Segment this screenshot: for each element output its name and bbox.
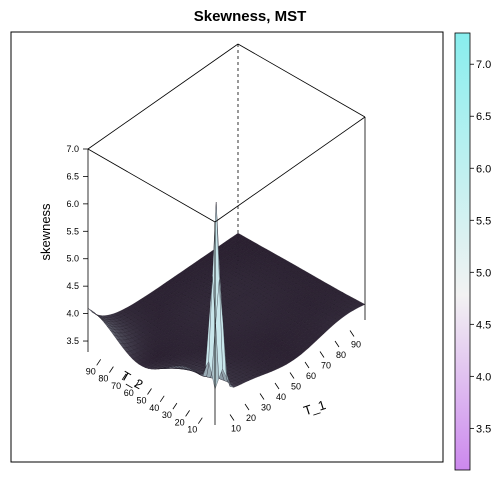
x-tick-label: 90 — [351, 340, 361, 350]
colorbar: 3.5 4.0 4.5 5.0 5.5 6.0 6.5 7.0 — [454, 32, 491, 471]
y-tick — [185, 410, 190, 417]
y-tick-label: 50 — [136, 396, 146, 406]
z-axis: 3.5 4.0 4.5 5.0 5.5 6.0 6.5 7.0 skewness — [38, 144, 88, 346]
z-tick-label: 5.0 — [66, 254, 79, 264]
x-tick-label: 60 — [306, 371, 316, 381]
x-tick-label: 50 — [291, 382, 301, 392]
colorbar-tick-label: 7.0 — [476, 59, 491, 71]
y-tick-label: 30 — [162, 410, 172, 420]
y-tick — [147, 388, 152, 395]
z-axis-title: skewness — [38, 203, 53, 261]
y-tick-label: 80 — [98, 374, 108, 384]
box-front-edges — [87, 43, 366, 425]
surface-cell — [87, 308, 95, 314]
chart-title: Skewness, MST — [193, 8, 307, 25]
y-tick-label: 70 — [111, 381, 121, 391]
x-tick-label: 20 — [246, 413, 256, 423]
colorbar-tick-label: 6.5 — [476, 111, 491, 123]
z-tick-label: 7.0 — [66, 144, 79, 154]
x-tick-label: 80 — [336, 350, 346, 360]
y-tick — [172, 402, 178, 410]
colorbar-tick-label: 4.5 — [476, 319, 491, 331]
z-tick-label: 3.5 — [66, 336, 79, 346]
colorbar-tick-label: 5.0 — [476, 267, 491, 279]
x-tick — [289, 372, 295, 379]
x-tick-label: 30 — [261, 403, 271, 413]
x-tick-label: 70 — [321, 361, 331, 371]
z-tick-label: 4.0 — [66, 309, 79, 319]
y-tick-label: 20 — [175, 417, 185, 427]
x-tick-label: 40 — [276, 392, 286, 402]
box-edge — [214, 116, 366, 223]
x-tick — [349, 330, 355, 337]
y-tick — [109, 366, 114, 373]
x-axis-title: T_1 — [302, 397, 328, 418]
x-tick — [274, 382, 280, 390]
x-tick — [334, 340, 340, 348]
y-tick-label: 90 — [86, 366, 96, 376]
box-edge — [237, 43, 366, 118]
y-tick-label: 10 — [187, 425, 197, 435]
surface-mesh — [87, 202, 366, 390]
plot-frame — [10, 31, 444, 463]
y-tick — [159, 395, 165, 403]
x-tick — [304, 361, 310, 369]
colorbar-tick-label: 3.5 — [476, 423, 491, 435]
y-tick — [134, 380, 140, 388]
y-tick — [121, 373, 127, 381]
y-tick-label: 60 — [124, 388, 134, 398]
z-tick-label: 5.5 — [66, 226, 79, 236]
z-tick-label: 4.5 — [66, 281, 79, 291]
box-edge — [87, 148, 216, 223]
colorbar-tick-label: 6.0 — [476, 163, 491, 175]
colorbar-bar — [454, 32, 471, 471]
x-tick — [259, 393, 265, 400]
x-axis: 10 20 30 40 50 60 70 80 90 T_1 — [229, 330, 361, 434]
y-tick — [96, 359, 102, 366]
box-edge — [87, 43, 239, 150]
x-tick — [229, 414, 235, 421]
x-tick-label: 10 — [231, 424, 241, 434]
colorbar-tick-label: 4.0 — [476, 371, 491, 383]
y-tick-label: 40 — [149, 403, 159, 413]
z-tick-label: 6.5 — [66, 171, 79, 181]
y-tick — [197, 417, 203, 424]
x-tick — [244, 403, 250, 411]
x-tick — [319, 351, 325, 358]
z-tick-label: 6.0 — [66, 199, 79, 209]
colorbar-tick-label: 5.5 — [476, 215, 491, 227]
